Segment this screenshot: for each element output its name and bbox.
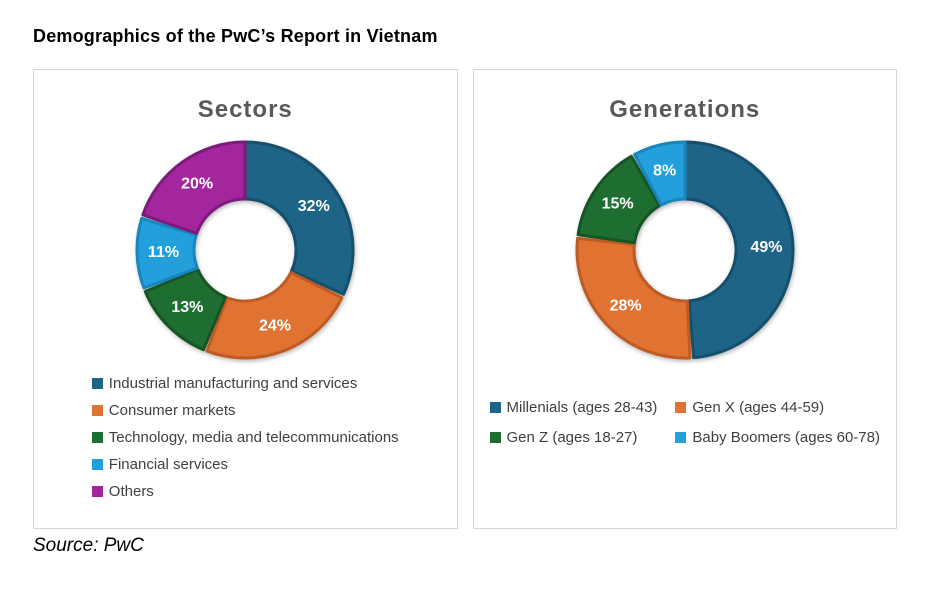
donut-slice [576,154,661,245]
generations-chart-panel: Generations 49% 28% 15% 8% Millenials (ages… [472,69,897,529]
legend-item: Industrial manufacturing and services [91,370,399,397]
slice-label: 20% [181,176,213,193]
legend-item: Financial services [91,451,399,478]
legend-label: Financial services [108,456,229,473]
sectors-chart-title: Sectors [197,96,293,123]
legend-label: Others [108,483,154,500]
legend-item: Baby Boomers (ages 60-78) [675,426,880,448]
legend-label: Millenials (ages 28-43) [506,398,658,416]
slice-label: 13% [172,299,204,316]
legend-item: Others [91,478,399,505]
legend-item: Millenials (ages 28-43) [489,396,676,418]
slice-label: 49% [750,239,782,256]
legend-swatch [91,405,103,416]
legend-item: Gen Z (ages 18-27) [489,426,676,448]
legend-swatch [489,431,501,443]
charts-row: Sectors 32% 24% 13% 11% 20% Industrial manuf… [33,69,897,529]
donut-slice [205,271,344,360]
legend-swatch [675,431,687,443]
slice-label: 32% [298,198,330,215]
slice-label: 28% [609,297,641,314]
legend-item: Technology, media and telecommunications [91,424,399,451]
legend-label: Baby Boomers (ages 60-78) [692,428,880,446]
legend-label: Gen Z (ages 18-27) [506,428,638,446]
slice-label: 11% [148,244,179,261]
sectors-legend: Industrial manufacturing and services Con… [91,370,399,505]
generations-donut-chart: 49% 28% 15% 8% [575,140,795,360]
legend-label: Industrial manufacturing and services [108,375,358,392]
sectors-donut-chart: 32% 24% 13% 11% 20% [135,140,355,360]
source-note: Source: PwC [33,535,144,556]
sectors-chart-panel: Sectors 32% 24% 13% 11% 20% Industrial manuf… [33,69,458,529]
donut-slice [135,216,200,290]
donut-slice [632,140,687,207]
legend-swatch [91,378,103,389]
legend-item: Consumer markets [91,397,399,424]
donut-slice [575,236,692,360]
donut-slice [243,140,355,296]
slice-label: 15% [601,196,633,213]
legend-label: Consumer markets [108,402,236,419]
legend-swatch [91,486,103,497]
legend-swatch [91,432,103,443]
legend-swatch [675,401,687,413]
generations-chart-title: Generations [609,96,761,123]
donut-slice [144,268,228,352]
legend-item: Gen X (ages 44-59) [675,396,880,418]
slice-label: 24% [259,317,291,334]
donut-slice [683,140,795,360]
legend-label: Technology, media and telecommunications [108,429,399,446]
page-title: Demographics of the PwC’s Report in Viet… [33,26,438,46]
legend-swatch [489,401,501,413]
legend-label: Gen X (ages 44-59) [692,398,825,416]
legend-swatch [91,459,103,470]
generations-legend: Millenials (ages 28-43) Gen X (ages 44-59… [474,396,897,448]
slice-label: 8% [653,163,676,180]
donut-slice [141,140,247,235]
